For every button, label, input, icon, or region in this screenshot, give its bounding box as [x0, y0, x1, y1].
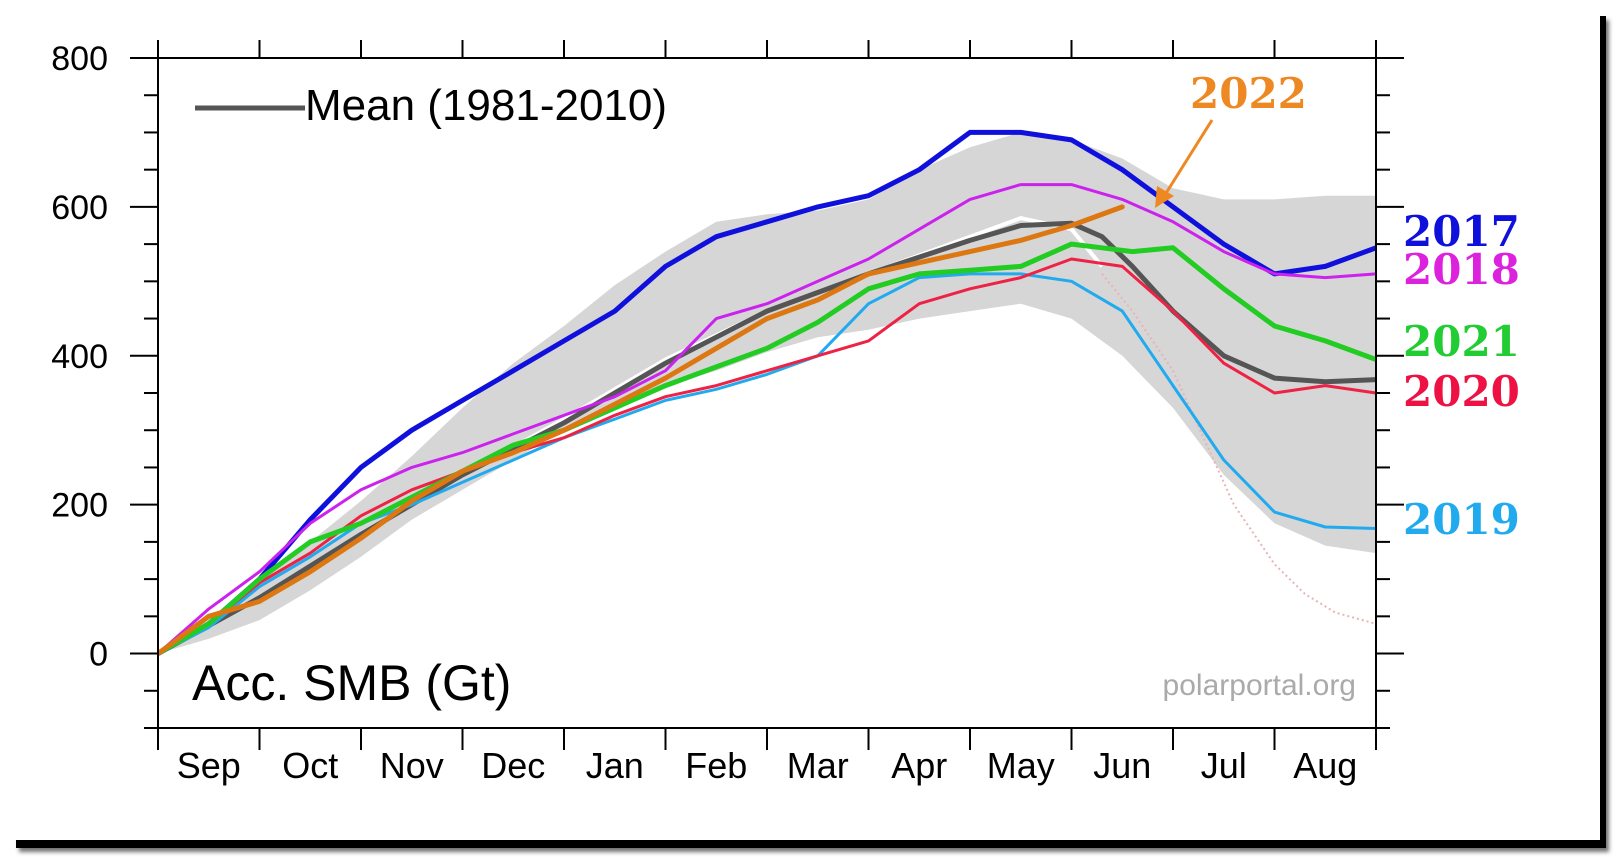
y-tick-label: 800 [51, 40, 108, 78]
y-tick-label: 0 [89, 636, 108, 674]
y-tick-label: 200 [51, 487, 108, 525]
series-line-2020 [158, 257, 1376, 656]
x-tick-label: Apr [891, 745, 947, 786]
x-tick-label: Jun [1093, 745, 1151, 786]
x-tick-label: Oct [282, 745, 338, 786]
annotation-2022-label: 2022 [1190, 69, 1307, 118]
year-label-2017: 2017 [1403, 207, 1520, 256]
x-tick-label: Aug [1293, 745, 1357, 786]
year-label-2019: 2019 [1403, 495, 1520, 544]
legend-mean-label: Mean (1981-2010) [305, 81, 667, 130]
series-line-2018 [158, 183, 1376, 656]
year-label-2021: 2021 [1403, 317, 1520, 366]
x-tick-label: Nov [380, 745, 444, 786]
x-tick-label: Jul [1201, 745, 1247, 786]
year-label-2020: 2020 [1403, 367, 1520, 416]
series-line-2021 [158, 241, 1376, 657]
x-tick-label: Jan [586, 745, 644, 786]
y-axis-label: Acc. SMB (Gt) [192, 655, 511, 711]
variability-band [158, 132, 1376, 654]
series-line-2022 [158, 204, 1125, 657]
annotation-arrow-head [1155, 186, 1174, 208]
year-label-2018: 2018 [1403, 245, 1520, 294]
x-tick-label: Feb [685, 745, 747, 786]
dotted-tail-line [1101, 273, 1376, 625]
y-tick-label: 600 [51, 189, 108, 227]
x-tick-label: Sep [177, 745, 241, 786]
x-tick-label: May [987, 745, 1055, 786]
y-tick-label: 400 [51, 338, 108, 376]
watermark-text: polarportal.org [1163, 669, 1356, 702]
series-line-2017 [158, 129, 1376, 657]
x-tick-label: Mar [787, 745, 849, 786]
mean-line [158, 220, 1376, 656]
annotation-arrow-shaft [1161, 119, 1214, 199]
x-tick-label: Dec [481, 745, 545, 786]
